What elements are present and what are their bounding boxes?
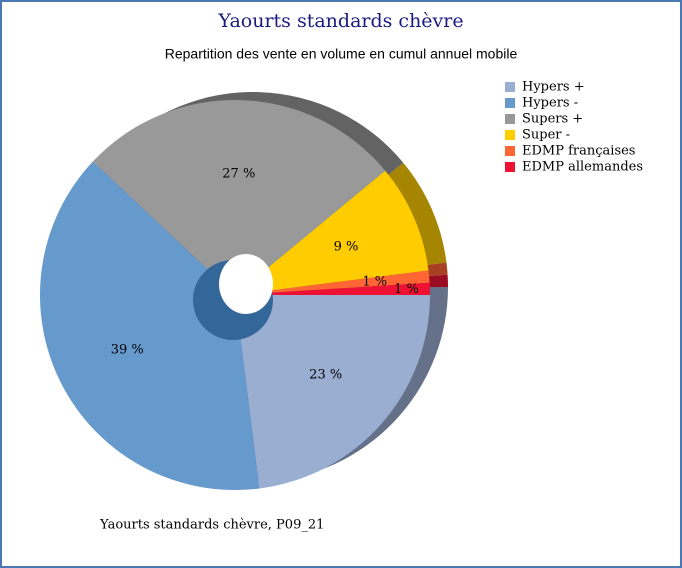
chart-title: Yaourts standards chèvre xyxy=(217,10,463,32)
legend-label: EDMP allemandes xyxy=(522,160,643,175)
footer: Yaourts standards chèvre, P09_21 xyxy=(99,518,324,533)
slice xyxy=(39,161,260,491)
legend-label: Hypers + xyxy=(522,80,585,95)
data-label: 39 % xyxy=(111,342,144,357)
data-label: 27 % xyxy=(222,167,255,182)
legend-swatch xyxy=(505,82,515,92)
legend-swatch xyxy=(505,162,515,172)
legend-swatch xyxy=(505,98,515,108)
data-label: 23 % xyxy=(309,367,342,382)
legend-label: EDMP françaises xyxy=(522,144,635,159)
chart-subtitle: Repartition des vente en volume en cumul… xyxy=(165,46,518,62)
legend-swatch xyxy=(505,146,515,156)
slice xyxy=(235,282,430,295)
slice xyxy=(92,99,386,295)
hole xyxy=(219,254,273,314)
legend-swatch xyxy=(505,130,515,140)
data-label: 9 % xyxy=(334,239,359,254)
legend-swatch xyxy=(505,114,515,124)
legend-label: Supers + xyxy=(522,112,583,127)
slice xyxy=(235,295,430,489)
slice xyxy=(235,170,429,295)
data-label: 1 % xyxy=(362,274,387,289)
legend-label: Hypers - xyxy=(522,96,578,111)
data-label: 1 % xyxy=(394,282,419,297)
slice xyxy=(235,270,430,295)
legend-label: Super - xyxy=(522,128,570,143)
